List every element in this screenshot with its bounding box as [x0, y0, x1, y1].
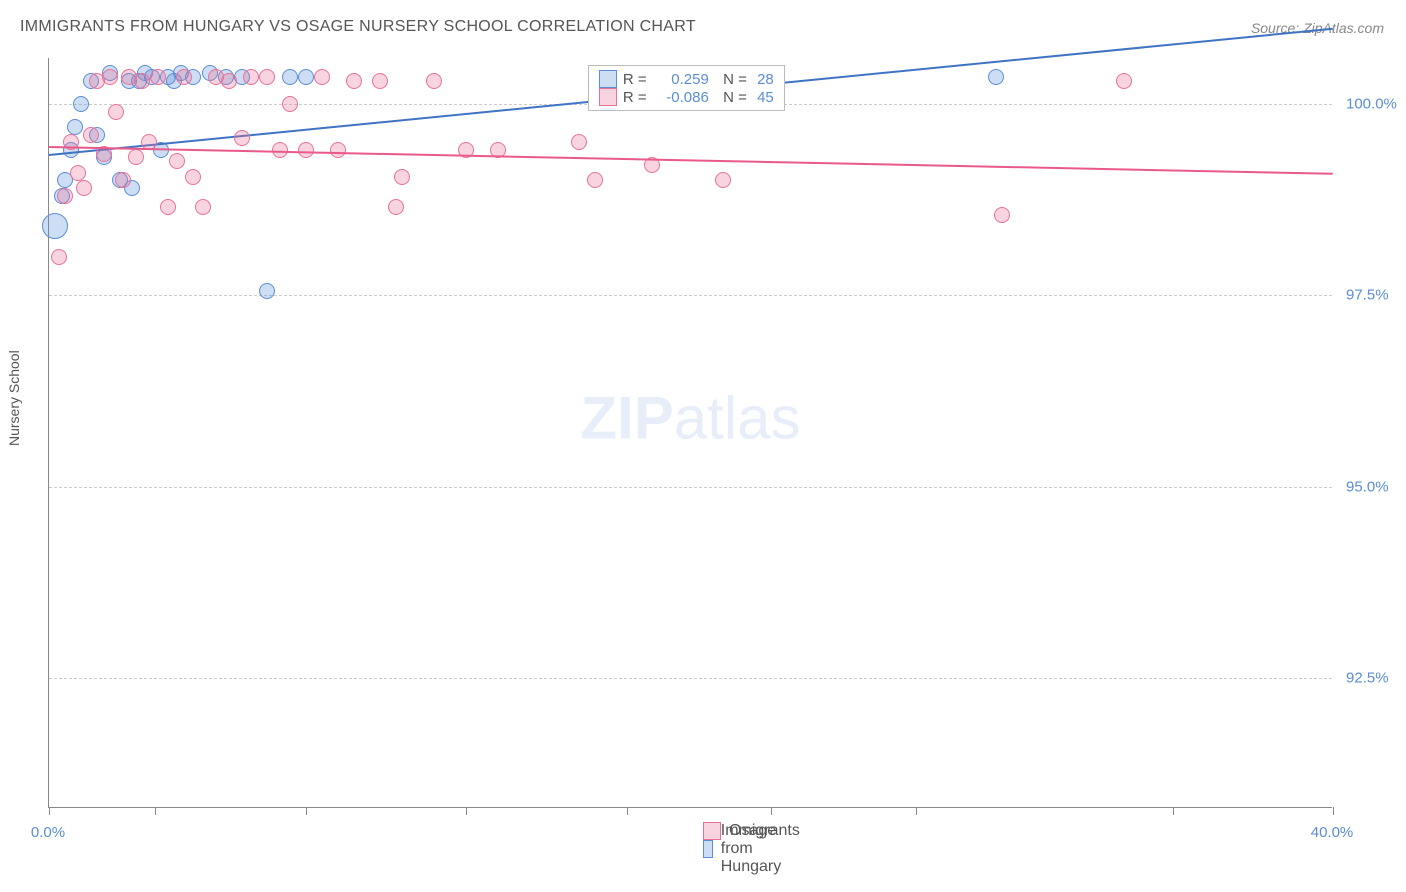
- legend-swatch: [599, 70, 617, 88]
- x-tick: [1173, 807, 1174, 815]
- data-point: [42, 213, 68, 239]
- data-point: [70, 165, 86, 181]
- data-point: [994, 207, 1010, 223]
- x-tick: [306, 807, 307, 815]
- y-axis-label: Nursery School: [6, 350, 22, 446]
- data-point: [176, 69, 192, 85]
- legend-label: Osage: [729, 822, 776, 840]
- y-tick-label: 97.5%: [1346, 287, 1389, 304]
- data-point: [160, 199, 176, 215]
- data-point: [1116, 73, 1132, 89]
- x-tick: [49, 807, 50, 815]
- data-point: [298, 142, 314, 158]
- data-point: [128, 149, 144, 165]
- data-point: [57, 188, 73, 204]
- data-point: [73, 96, 89, 112]
- data-point: [195, 199, 211, 215]
- data-point: [346, 73, 362, 89]
- gridline: [49, 487, 1332, 488]
- data-point: [314, 69, 330, 85]
- stats-legend-row: R = 0.259 N = 28: [599, 70, 774, 88]
- x-tick: [1333, 807, 1334, 815]
- data-point: [282, 96, 298, 112]
- x-tick-label: 40.0%: [1311, 824, 1354, 841]
- data-point: [51, 249, 67, 265]
- legend-swatch: [703, 840, 713, 858]
- legend-swatch: [703, 822, 721, 840]
- data-point: [571, 134, 587, 150]
- x-tick: [627, 807, 628, 815]
- data-point: [234, 130, 250, 146]
- data-point: [330, 142, 346, 158]
- data-point: [221, 73, 237, 89]
- watermark: ZIPatlas: [580, 383, 800, 452]
- data-point: [282, 69, 298, 85]
- data-point: [243, 69, 259, 85]
- x-tick: [916, 807, 917, 815]
- y-tick-label: 95.0%: [1346, 478, 1389, 495]
- y-tick-label: 100.0%: [1346, 95, 1397, 112]
- data-point: [134, 73, 150, 89]
- data-point: [108, 104, 124, 120]
- legend-swatch: [599, 88, 617, 106]
- data-point: [185, 169, 201, 185]
- data-point: [298, 69, 314, 85]
- data-point: [587, 172, 603, 188]
- data-point: [67, 119, 83, 135]
- data-point: [388, 199, 404, 215]
- plot-area: ZIPatlas R = 0.259 N = 28R = -0.086 N = …: [48, 58, 1332, 808]
- stats-legend: R = 0.259 N = 28R = -0.086 N = 45: [588, 65, 785, 111]
- data-point: [988, 69, 1004, 85]
- x-tick: [466, 807, 467, 815]
- data-point: [394, 169, 410, 185]
- trend-line: [49, 146, 1333, 175]
- data-point: [102, 69, 118, 85]
- x-tick: [155, 807, 156, 815]
- data-point: [426, 73, 442, 89]
- data-point: [715, 172, 731, 188]
- gridline: [49, 295, 1332, 296]
- gridline: [49, 678, 1332, 679]
- y-tick-label: 92.5%: [1346, 669, 1389, 686]
- x-tick: [771, 807, 772, 815]
- x-tick-label: 0.0%: [31, 824, 65, 841]
- data-point: [259, 69, 275, 85]
- stats-legend-row: R = -0.086 N = 45: [599, 88, 774, 106]
- data-point: [372, 73, 388, 89]
- data-point: [83, 127, 99, 143]
- data-point: [150, 69, 166, 85]
- legend-item: Osage: [703, 822, 776, 840]
- data-point: [115, 172, 131, 188]
- data-point: [259, 283, 275, 299]
- chart-title: IMMIGRANTS FROM HUNGARY VS OSAGE NURSERY…: [20, 18, 696, 36]
- data-point: [76, 180, 92, 196]
- data-point: [169, 153, 185, 169]
